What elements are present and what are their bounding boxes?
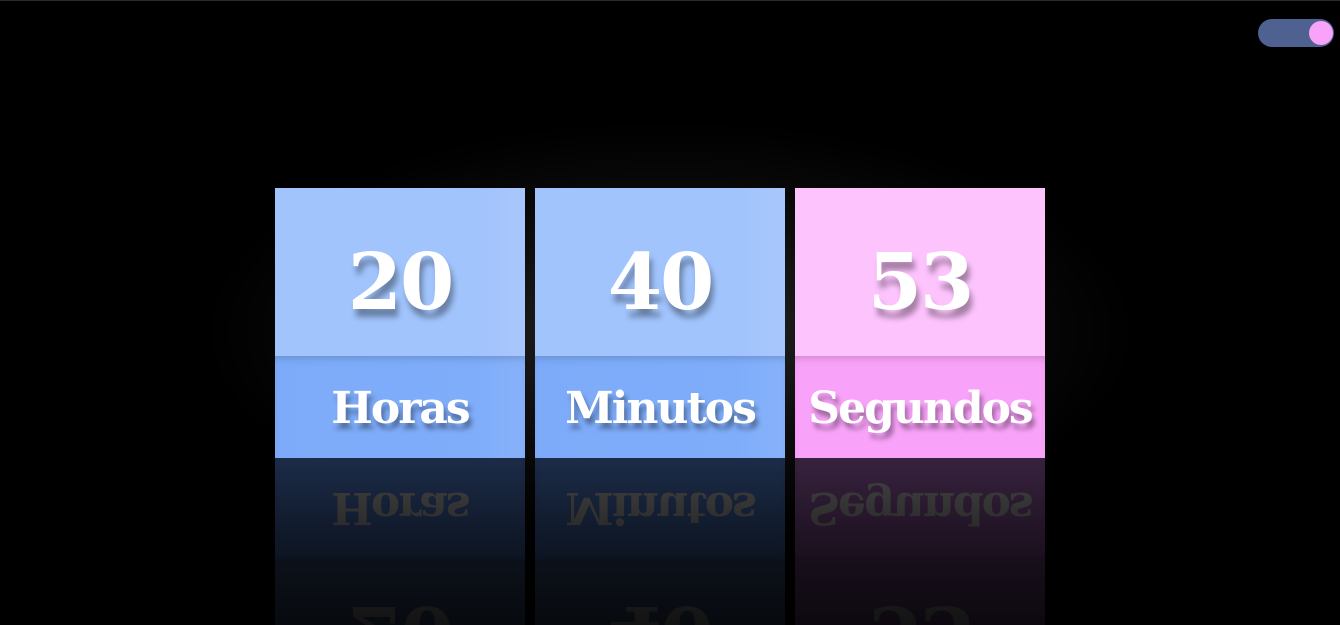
countdown-cards: 20 Horas 40 Minutos 53 Segundos xyxy=(275,188,1045,458)
minutes-label: Minutos xyxy=(565,382,757,434)
theme-toggle[interactable] xyxy=(1258,19,1334,47)
hours-label-panel: Horas xyxy=(275,356,525,458)
reflection-fade xyxy=(275,458,1045,625)
minutes-value: 40 xyxy=(607,236,715,328)
seconds-label-panel: Segundos xyxy=(795,356,1045,458)
seconds-value: 53 xyxy=(867,236,975,328)
hours-value: 20 xyxy=(347,236,455,328)
seconds-card: 53 Segundos xyxy=(795,188,1045,458)
toggle-knob xyxy=(1309,21,1333,45)
card-reflections: 20 Horas 40 Minutos 53 Segundos xyxy=(275,458,1045,625)
minutes-label-panel: Minutos xyxy=(535,356,785,458)
seconds-label: Segundos xyxy=(808,382,1033,434)
hours-value-panel: 20 xyxy=(275,188,525,356)
hours-label: Horas xyxy=(331,382,470,434)
hours-card: 20 Horas xyxy=(275,188,525,458)
seconds-value-panel: 53 xyxy=(795,188,1045,356)
minutes-card: 40 Minutos xyxy=(535,188,785,458)
minutes-value-panel: 40 xyxy=(535,188,785,356)
